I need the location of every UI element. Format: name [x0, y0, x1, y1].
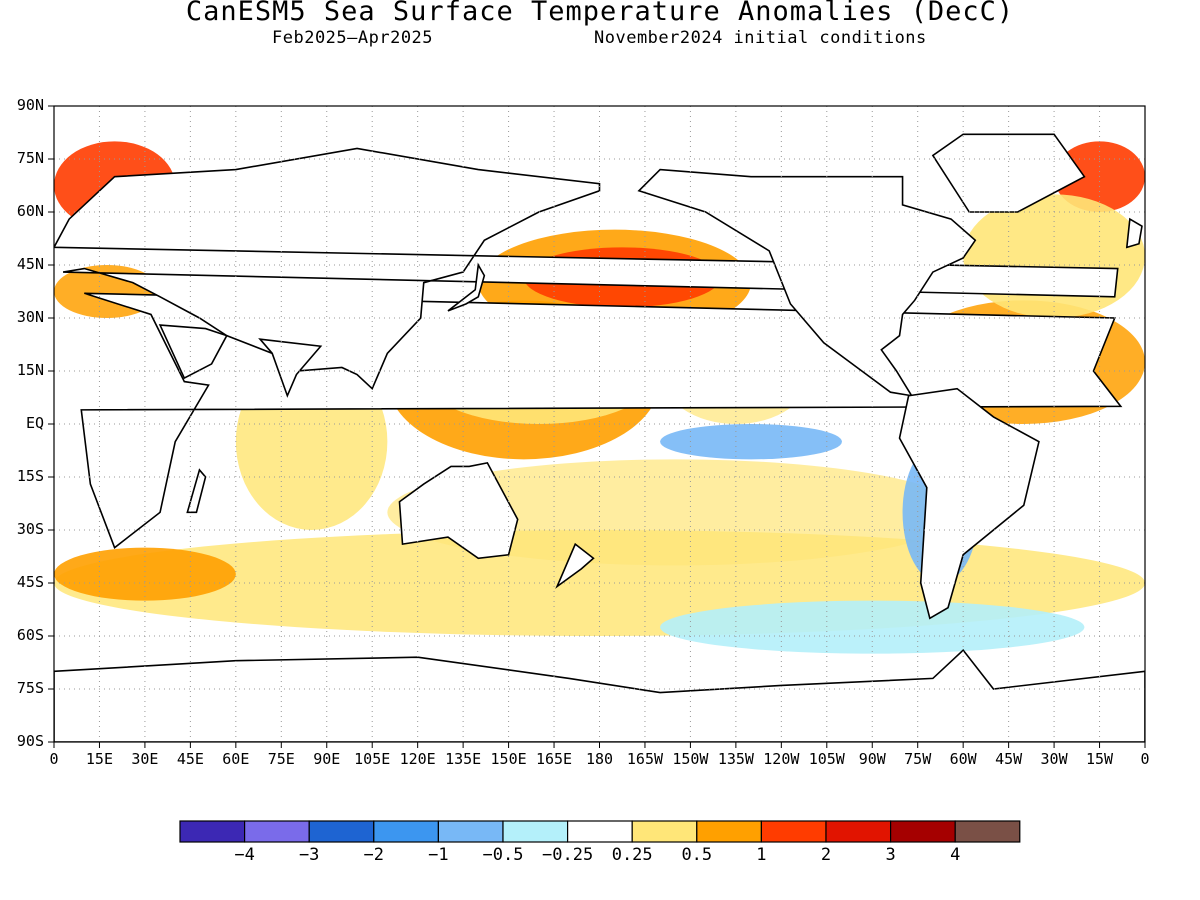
land-europe-asia: [54, 147, 1119, 391]
land-south-america: [898, 387, 1040, 620]
lon-label: 150W: [672, 750, 709, 768]
land-japan: [447, 262, 486, 312]
land-north-america: [637, 168, 977, 397]
colorbar-swatch: [566, 820, 633, 843]
land-new-zealand: [555, 542, 595, 589]
colorbar-tick: −0.5: [482, 845, 524, 865]
lon-label: 150E: [490, 750, 527, 768]
anomaly-region: [54, 547, 236, 601]
lon-label: 90E: [313, 750, 341, 768]
lat-label: 30S: [16, 520, 44, 538]
colorbar-tick: 2: [820, 845, 832, 865]
lon-label: 45W: [995, 750, 1023, 768]
colorbar-tick: 0.5: [681, 845, 713, 865]
lon-label: 75E: [267, 750, 295, 768]
lat-label: 45N: [16, 255, 44, 273]
lat-label: 60S: [16, 626, 44, 644]
land-arabia: [158, 324, 228, 380]
lon-label: 15E: [85, 750, 113, 768]
lat-label: 75N: [16, 149, 44, 167]
colorbar-tick: −4: [234, 845, 255, 865]
lon-label: 75W: [904, 750, 932, 768]
lat-label: 60N: [16, 202, 44, 220]
lat-label: 90N: [16, 96, 44, 114]
lat-label: 45S: [16, 573, 44, 591]
colorbar-swatch: [889, 820, 956, 843]
lon-label: 0: [1140, 750, 1150, 768]
axis-ticks: [48, 105, 1146, 748]
colorbar-swatch: [696, 820, 762, 843]
colorbar-tick: 4: [950, 845, 961, 865]
colorbar-tick: 3: [885, 845, 896, 865]
lat-label: EQ: [25, 414, 44, 432]
colorbar-tick: 0.25: [611, 845, 653, 865]
lon-label: 15W: [1085, 750, 1114, 768]
lon-label: 180: [585, 750, 614, 768]
land-madagascar: [186, 468, 207, 514]
anomaly-region: [660, 600, 1085, 654]
lon-label: 135E: [445, 750, 482, 768]
lon-label: 30E: [131, 750, 159, 768]
land-australia: [398, 461, 519, 560]
page-title: CanESM5 Sea Surface Temperature Anomalie…: [185, 0, 1015, 27]
anomaly-region: [660, 424, 842, 460]
colorbar-swatch: [954, 820, 1021, 843]
lat-label: 75S: [16, 679, 44, 697]
lon-label: 60E: [222, 750, 250, 768]
anomaly-field: [54, 133, 1145, 742]
lon-label: 105W: [808, 750, 845, 768]
lon-label: 60W: [949, 750, 977, 768]
lat-label: 90S: [16, 732, 44, 750]
colorbar-tick: 1: [756, 845, 767, 865]
lon-label: 165E: [535, 750, 573, 768]
colorbar-swatch: [437, 820, 504, 843]
colorbar-swatch: [760, 820, 827, 843]
colorbar-swatch: [373, 820, 439, 843]
colorbar-swatch: [825, 820, 892, 843]
subtitle-init: November2024 initial conditions: [594, 28, 927, 48]
subtitle-period: Feb2025–Apr2025: [272, 28, 434, 48]
colorbar-tick: −0.25: [542, 845, 594, 865]
colorbar-tick: −2: [363, 845, 385, 865]
colorbar: [179, 820, 1021, 843]
anomaly-blob: [387, 459, 964, 566]
lon-label: 90W: [858, 750, 886, 768]
colorbar-tick: −3: [298, 845, 320, 865]
lon-label: 45E: [176, 750, 204, 768]
lon-label: 120E: [399, 750, 436, 768]
land-greenland: [931, 133, 1086, 213]
lon-label: 105E: [354, 750, 391, 768]
colorbar-tick: −1: [428, 845, 449, 865]
land-uk: [1125, 217, 1143, 249]
continents: [54, 133, 1145, 742]
lat-label: 15N: [16, 361, 44, 379]
colorbar-swatch: [179, 820, 246, 843]
lon-label: 135W: [717, 750, 754, 768]
lon-label: 30W: [1040, 750, 1068, 768]
lat-label: 30N: [16, 308, 44, 326]
lon-label: 165W: [626, 750, 664, 768]
colorbar-swatch: [244, 820, 310, 843]
colorbar-swatch: [631, 820, 698, 843]
colorbar-swatch: [502, 820, 569, 843]
colorbar-swatch: [308, 820, 375, 843]
lon-label: 0: [49, 750, 59, 768]
land-india: [258, 338, 323, 398]
lon-label: 120W: [763, 750, 800, 768]
gridlines: [54, 106, 1145, 742]
lat-label: 15S: [16, 467, 44, 485]
